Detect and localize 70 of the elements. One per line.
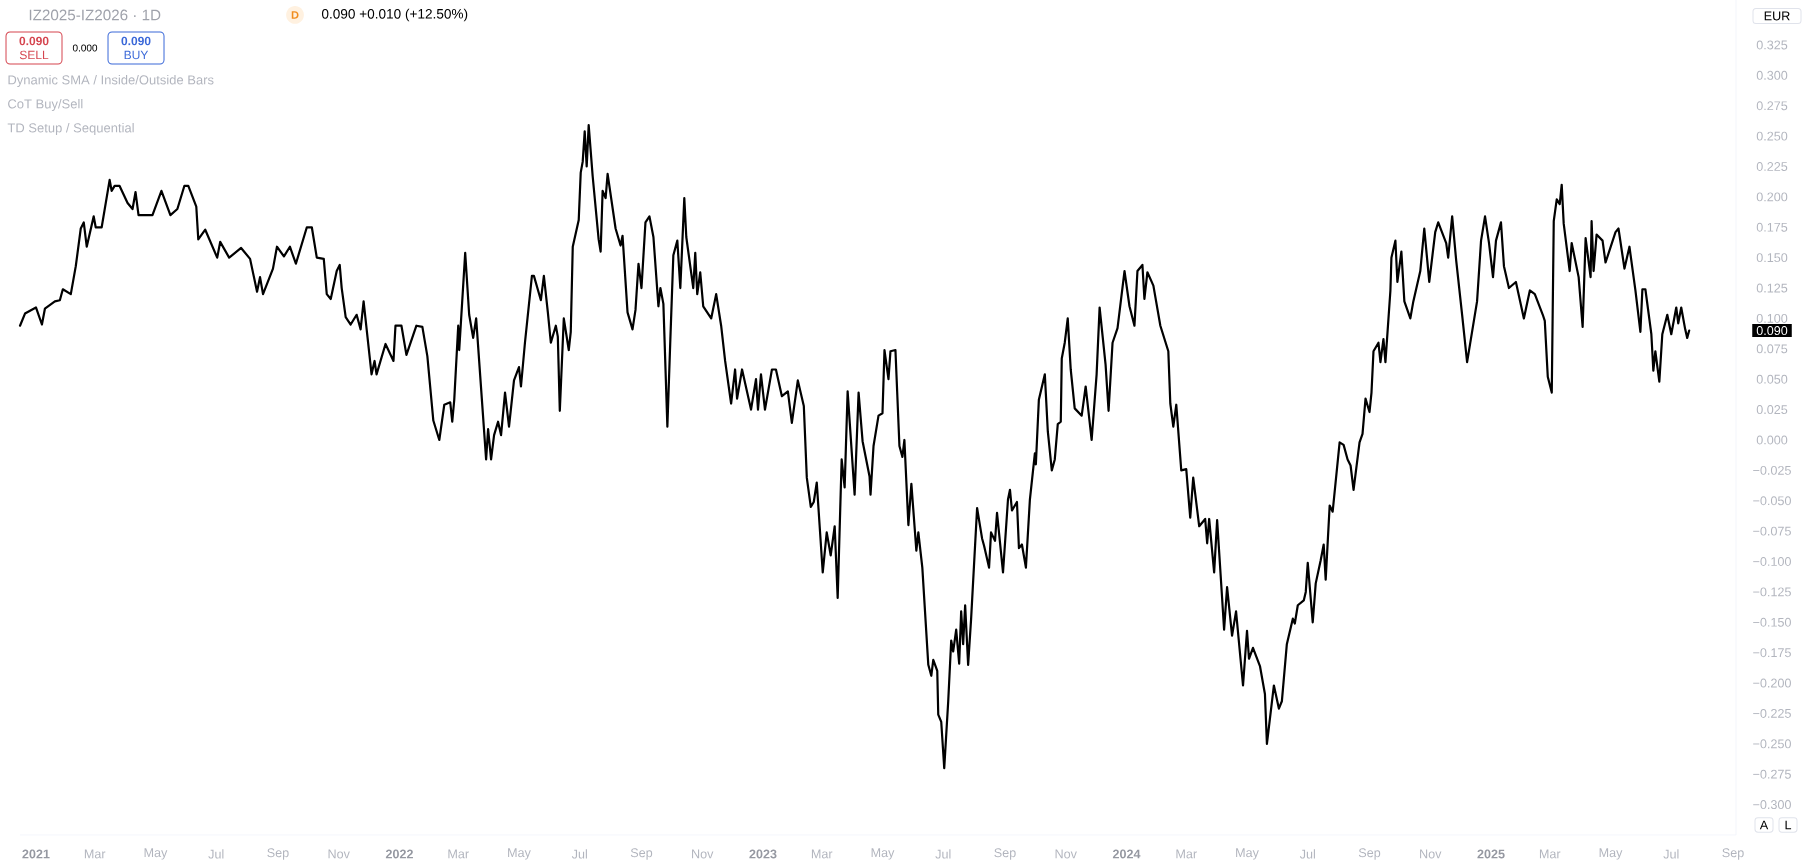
x-tick-label: 2021 [22, 849, 50, 859]
y-tick-label: −0.150 [1753, 617, 1791, 627]
x-tick-label: Nov [328, 849, 350, 859]
text: A [1759, 820, 1769, 830]
x-tick-label: Nov [1055, 849, 1077, 859]
x-tick-label: Jul [935, 849, 951, 859]
y-tick-label: −0.125 [1753, 587, 1791, 597]
chart-title: IZ2025-IZ2026 · 1D [29, 9, 161, 21]
y-tick-label: 0.225 [1756, 162, 1788, 171]
x-tick-label: Sep [267, 848, 289, 860]
annotation: 0.090 [121, 36, 151, 46]
y-tick-label: 0.250 [1756, 131, 1788, 141]
y-tick-label: −0.275 [1753, 769, 1791, 779]
annotation: 0.090 [19, 36, 49, 46]
y-tick-label: −0.175 [1753, 648, 1791, 658]
y-tick-label: 0.150 [1756, 253, 1788, 263]
x-tick-label: May [1236, 848, 1259, 860]
annotation: TD Setup / Sequential [7, 122, 134, 136]
y-tick-label: 0.200 [1756, 192, 1788, 202]
x-tick-label: May [871, 848, 895, 860]
annotation: CoT Buy/Sell [8, 98, 83, 112]
y-tick-label: 0.100 [1756, 313, 1788, 323]
y-tick-label: −0.225 [1753, 708, 1791, 718]
annotation: D [291, 11, 299, 19]
x-tick-label: 2024 [1112, 849, 1141, 859]
annotation: 0.000 [72, 44, 98, 52]
text: 0.090 [1756, 326, 1788, 336]
y-tick-label: −0.250 [1753, 739, 1791, 749]
x-tick-label: Sep [994, 848, 1016, 860]
x-tick-label: Sep [630, 848, 653, 860]
text: EUR [1764, 11, 1790, 21]
x-tick-label: 2023 [749, 849, 777, 859]
text: L [1785, 820, 1792, 830]
y-tick-label: 0.050 [1756, 374, 1788, 384]
annotation: Dynamic SMA / Inside/Outside Bars [8, 74, 214, 88]
y-tick-label: −0.075 [1753, 526, 1791, 536]
x-tick-label: May [144, 848, 168, 860]
y-tick-label: −0.050 [1753, 496, 1791, 506]
x-tick-label: 2022 [385, 849, 413, 859]
x-tick-label: Nov [1420, 849, 1442, 859]
x-tick-label: Sep [1722, 848, 1744, 860]
y-tick-label: 0.300 [1756, 70, 1788, 80]
x-tick-label: Jul [1299, 849, 1315, 859]
x-tick-label: May [1599, 848, 1623, 860]
annotation: BUY [124, 50, 149, 60]
y-tick-label: 0.125 [1756, 283, 1788, 293]
x-tick-label: Mar [811, 849, 833, 859]
y-tick-label: 0.025 [1756, 405, 1788, 415]
text: 0.090 +0.010 (+12.50%) [321, 8, 468, 22]
y-tick-label: −0.300 [1753, 800, 1791, 810]
x-tick-label: Sep [1358, 848, 1381, 860]
annotation: SELL [19, 50, 49, 60]
x-tick-label: Jul [208, 849, 224, 859]
x-tick-label: Mar [84, 849, 106, 859]
y-tick-label: 0.275 [1756, 101, 1788, 111]
x-tick-label: Nov [692, 849, 714, 859]
x-tick-label: May [508, 848, 531, 860]
x-tick-label: Mar [448, 849, 469, 859]
y-tick-label: 0.325 [1756, 40, 1788, 50]
y-tick-label: −0.025 [1753, 465, 1791, 475]
y-tick-label: 0.075 [1756, 344, 1788, 354]
y-tick-label: 0.000 [1756, 435, 1788, 445]
x-tick-label: 2025 [1477, 849, 1505, 859]
x-tick-label: Jul [571, 849, 587, 859]
x-tick-label: Mar [1176, 849, 1197, 859]
y-tick-label: −0.200 [1753, 678, 1791, 688]
x-tick-label: Jul [1663, 849, 1679, 859]
y-tick-label: 0.175 [1756, 222, 1788, 232]
y-tick-label: −0.100 [1753, 557, 1791, 566]
x-tick-label: Mar [1539, 849, 1561, 859]
